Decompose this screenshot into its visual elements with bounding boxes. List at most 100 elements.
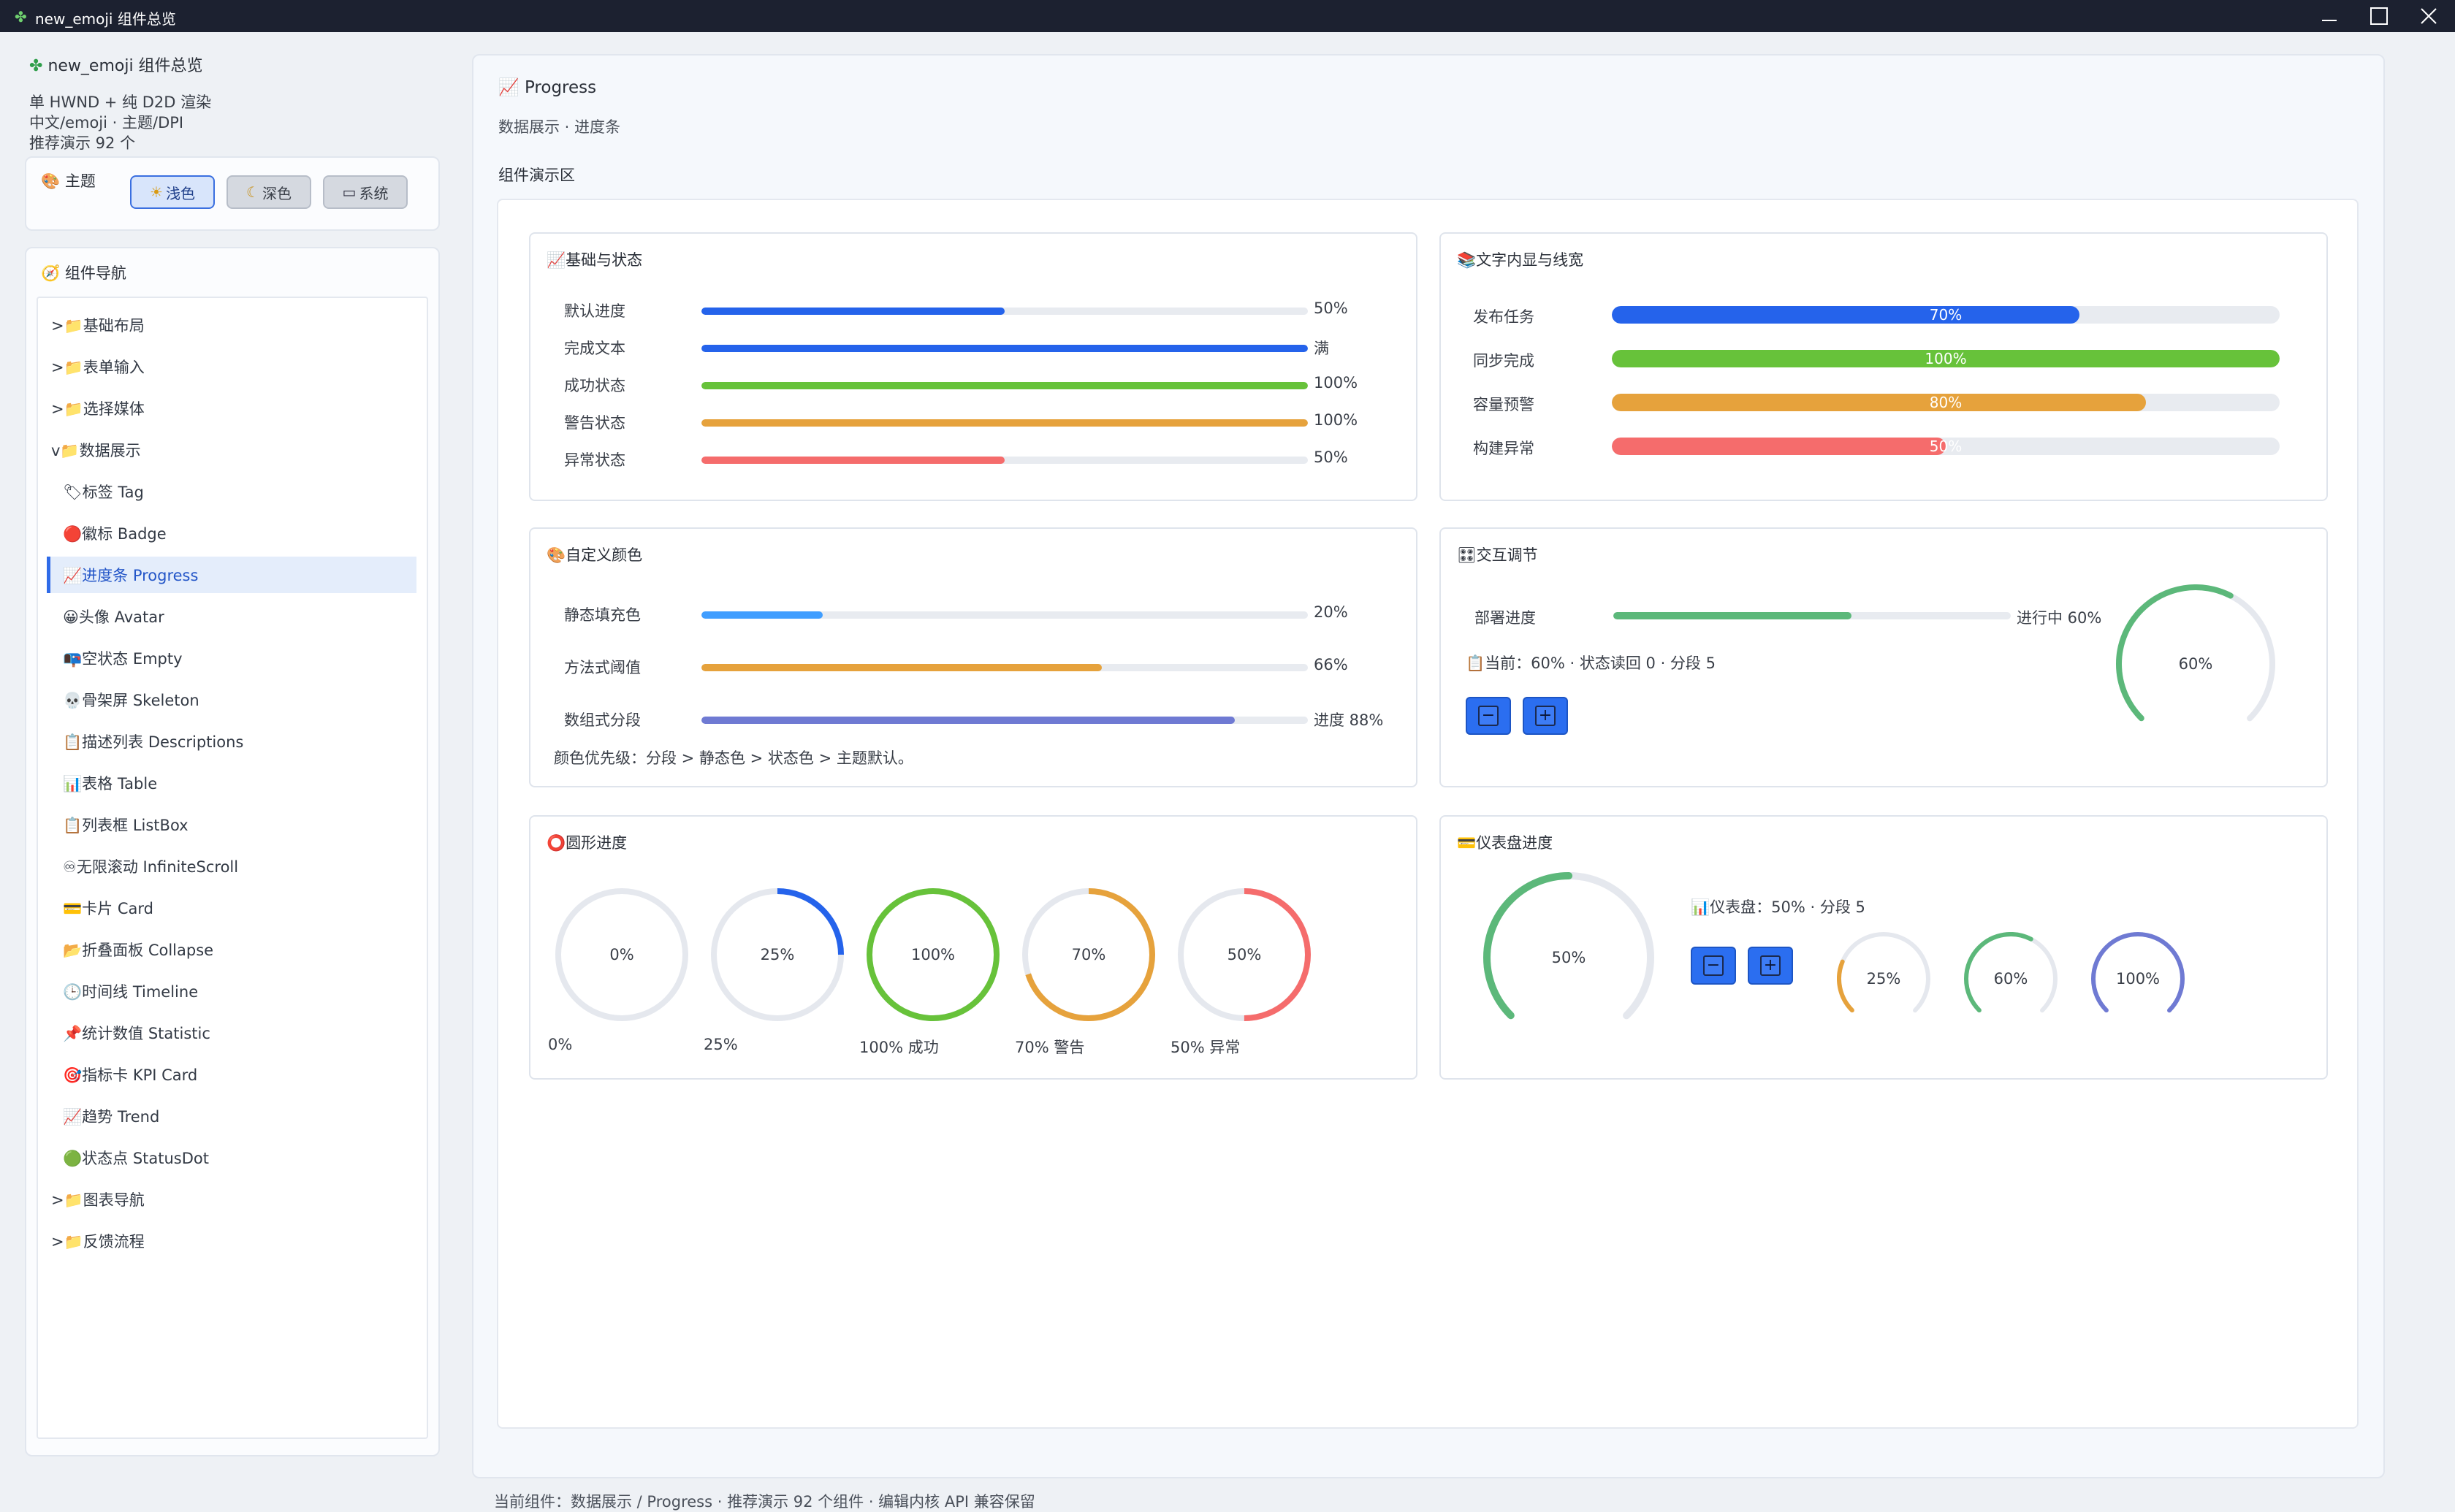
theme-light-button[interactable]: ☀ 浅色 xyxy=(130,175,215,209)
demo-area-label: 组件演示区 xyxy=(498,167,575,184)
nav-item-skeleton[interactable]: 💀骨架屏 Skeleton xyxy=(63,692,199,709)
circle-progress-text: 25% xyxy=(760,946,795,963)
nav-list[interactable] xyxy=(37,297,428,1439)
custom-row-track xyxy=(701,717,1308,724)
custom-row-label: 方法式阈值 xyxy=(564,659,641,676)
maximize-icon xyxy=(2370,7,2388,25)
circle-caption: 100% 成功 xyxy=(859,1039,939,1056)
custom-row-fill xyxy=(701,717,1236,724)
basic-row-fill xyxy=(701,308,1005,315)
increase-button[interactable]: + xyxy=(1523,697,1568,735)
circle-progress-arc xyxy=(867,888,1000,1021)
nav-group-chart[interactable]: >📁图表导航 xyxy=(51,1191,145,1209)
custom-row-track xyxy=(701,611,1308,619)
nav-item-table[interactable]: 📊表格 Table xyxy=(63,775,158,793)
nav-item-descriptions[interactable]: 📋描述列表 Descriptions xyxy=(63,733,244,751)
custom-row-track xyxy=(701,664,1308,671)
maximize-button[interactable] xyxy=(2357,3,2401,29)
nav-group-media[interactable]: >📁选择媒体 xyxy=(51,400,145,418)
nav-group-form[interactable]: >📁表单输入 xyxy=(51,359,145,376)
close-button[interactable] xyxy=(2407,3,2451,29)
circle-progress: 50% xyxy=(1178,888,1311,1021)
circle-progress: 0% xyxy=(555,888,688,1021)
nav-group-feedback[interactable]: >📁反馈流程 xyxy=(51,1233,145,1251)
basic-status-title: 📈基础与状态 xyxy=(547,251,643,269)
minimize-button[interactable] xyxy=(2307,3,2351,29)
dashboard-decrease-button[interactable]: − xyxy=(1691,947,1736,985)
basic-row-value: 满 xyxy=(1314,340,1329,357)
minimize-icon xyxy=(2322,20,2337,21)
decrease-button[interactable]: − xyxy=(1466,697,1511,735)
circle-progress-svg xyxy=(711,888,844,1021)
nav-group-data[interactable]: v📁数据展示 xyxy=(51,442,141,459)
basic-row-track xyxy=(701,457,1308,464)
circle-progress: 100% xyxy=(867,888,1000,1021)
dashboard-card xyxy=(1439,815,2328,1080)
moon-icon: ☾ xyxy=(246,183,259,201)
dashboard-title: 💳仪表盘进度 xyxy=(1457,834,1553,852)
inner-row-fill xyxy=(1612,350,2280,367)
chart-icon: 📈 xyxy=(498,78,519,97)
controls-icon: 🎛 xyxy=(1457,546,1477,564)
close-icon xyxy=(2421,8,2437,24)
main-dashboard-text: 50% xyxy=(1551,949,1586,966)
nav-item-timeline[interactable]: 🕒时间线 Timeline xyxy=(63,983,199,1001)
nav-item-infinite-scroll[interactable]: ♾无限滚动 InfiniteScroll xyxy=(63,858,239,876)
circle-caption: 25% xyxy=(704,1036,738,1053)
interactive-status: 📋当前：60% · 状态读回 0 · 分段 5 xyxy=(1466,654,1716,672)
info-line: 推荐演示 92 个 xyxy=(29,134,136,152)
nav-item-card[interactable]: 💳卡片 Card xyxy=(63,900,153,917)
circle-progress: 70% xyxy=(1022,888,1155,1021)
interactive-dashboard-svg xyxy=(2116,584,2275,744)
nav-item-badge[interactable]: 🔴徽标 Badge xyxy=(63,525,167,543)
nav-item-trend[interactable]: 📈趋势 Trend xyxy=(63,1108,160,1126)
circle-card xyxy=(529,815,1417,1080)
basic-row-label: 异常状态 xyxy=(564,451,625,469)
theme-dark-button[interactable]: ☾ 深色 xyxy=(227,175,311,209)
basic-row-track xyxy=(701,382,1308,389)
nav-item-avatar[interactable]: 😀头像 Avatar xyxy=(63,608,164,626)
inner-row-label: 同步完成 xyxy=(1473,352,1534,370)
inner-text-title: 📚文字内显与线宽 xyxy=(1457,251,1584,269)
nav-item-statusdot[interactable]: 🟢状态点 StatusDot xyxy=(63,1150,209,1167)
info-line: 中文/emoji · 主题/DPI xyxy=(29,114,184,131)
basic-row-fill xyxy=(701,382,1308,389)
circle-title: ⭕圆形进度 xyxy=(547,834,628,852)
theme-system-button[interactable]: ▭ 系统 xyxy=(323,175,408,209)
small-dashboard-svg xyxy=(1964,932,2058,1026)
nav-item-listbox[interactable]: 📋列表框 ListBox xyxy=(63,817,189,834)
basic-row-fill xyxy=(701,345,1308,352)
circle-progress-track xyxy=(555,888,688,1021)
circle-caption: 70% 警告 xyxy=(1015,1039,1085,1056)
circle-progress-text: 0% xyxy=(609,946,634,963)
theme-title: 🎨 主题 xyxy=(41,172,96,190)
main-dashboard: 50% xyxy=(1483,872,1654,1043)
nav-item-collapse[interactable]: 📂折叠面板 Collapse xyxy=(63,942,214,959)
inner-row-track: 70% xyxy=(1612,306,2280,324)
nav-item-progress[interactable]: 📈进度条 Progress xyxy=(47,557,416,593)
basic-row-value: 100% xyxy=(1314,411,1358,429)
interactive-dashboard-arc xyxy=(2116,584,2275,744)
info-line: 单 HWND + 纯 D2D 渲染 xyxy=(29,93,212,111)
custom-row-value: 66% xyxy=(1314,656,1348,673)
inner-row-text: 100% xyxy=(1925,350,1967,367)
custom-color-title: 🎨自定义颜色 xyxy=(547,546,643,564)
palette-icon: 🎨 xyxy=(41,172,61,190)
nav-item-tag[interactable]: 🏷标签 Tag xyxy=(63,484,144,501)
target-icon: ⭕ xyxy=(547,834,566,852)
deploy-progress-fill xyxy=(1613,612,1852,619)
main-dashboard-svg xyxy=(1483,872,1654,1043)
nav-group-layout[interactable]: >📁基础布局 xyxy=(51,317,145,335)
basic-row-fill xyxy=(701,457,1005,464)
interactive-dashboard: 60% xyxy=(2116,584,2275,744)
nav-item-statistic[interactable]: 📌统计数值 Statistic xyxy=(63,1025,210,1042)
circle-progress-text: 50% xyxy=(1227,946,1262,963)
inner-row-label: 构建异常 xyxy=(1473,440,1534,457)
circle-progress-svg xyxy=(555,888,688,1021)
nav-item-empty[interactable]: 📭空状态 Empty xyxy=(63,650,183,668)
custom-row-label: 静态填充色 xyxy=(564,606,641,624)
inner-row-track: 50% xyxy=(1612,438,2280,455)
circle-caption: 0% xyxy=(548,1036,573,1053)
dashboard-increase-button[interactable]: + xyxy=(1748,947,1793,985)
nav-item-kpi-card[interactable]: 🎯指标卡 KPI Card xyxy=(63,1066,198,1084)
